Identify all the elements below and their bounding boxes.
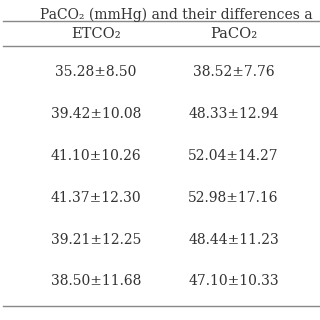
Text: 41.37±12.30: 41.37±12.30 [51,191,141,205]
Text: 38.50±11.68: 38.50±11.68 [51,275,141,288]
Text: 48.44±11.23: 48.44±11.23 [188,233,279,247]
Text: 39.42±10.08: 39.42±10.08 [51,107,141,121]
Text: 48.33±12.94: 48.33±12.94 [188,107,279,121]
Text: 47.10±10.33: 47.10±10.33 [188,275,279,288]
Text: 41.10±10.26: 41.10±10.26 [51,149,141,163]
Text: PaCO₂ (mmHg) and their differences a: PaCO₂ (mmHg) and their differences a [40,8,312,22]
Text: 52.04±14.27: 52.04±14.27 [188,149,279,163]
Text: 52.98±17.16: 52.98±17.16 [188,191,279,205]
Text: ETCO₂: ETCO₂ [71,27,121,41]
Text: 38.52±7.76: 38.52±7.76 [193,65,275,79]
Text: PaCO₂: PaCO₂ [210,27,257,41]
Text: 39.21±12.25: 39.21±12.25 [51,233,141,247]
Text: 35.28±8.50: 35.28±8.50 [55,65,137,79]
